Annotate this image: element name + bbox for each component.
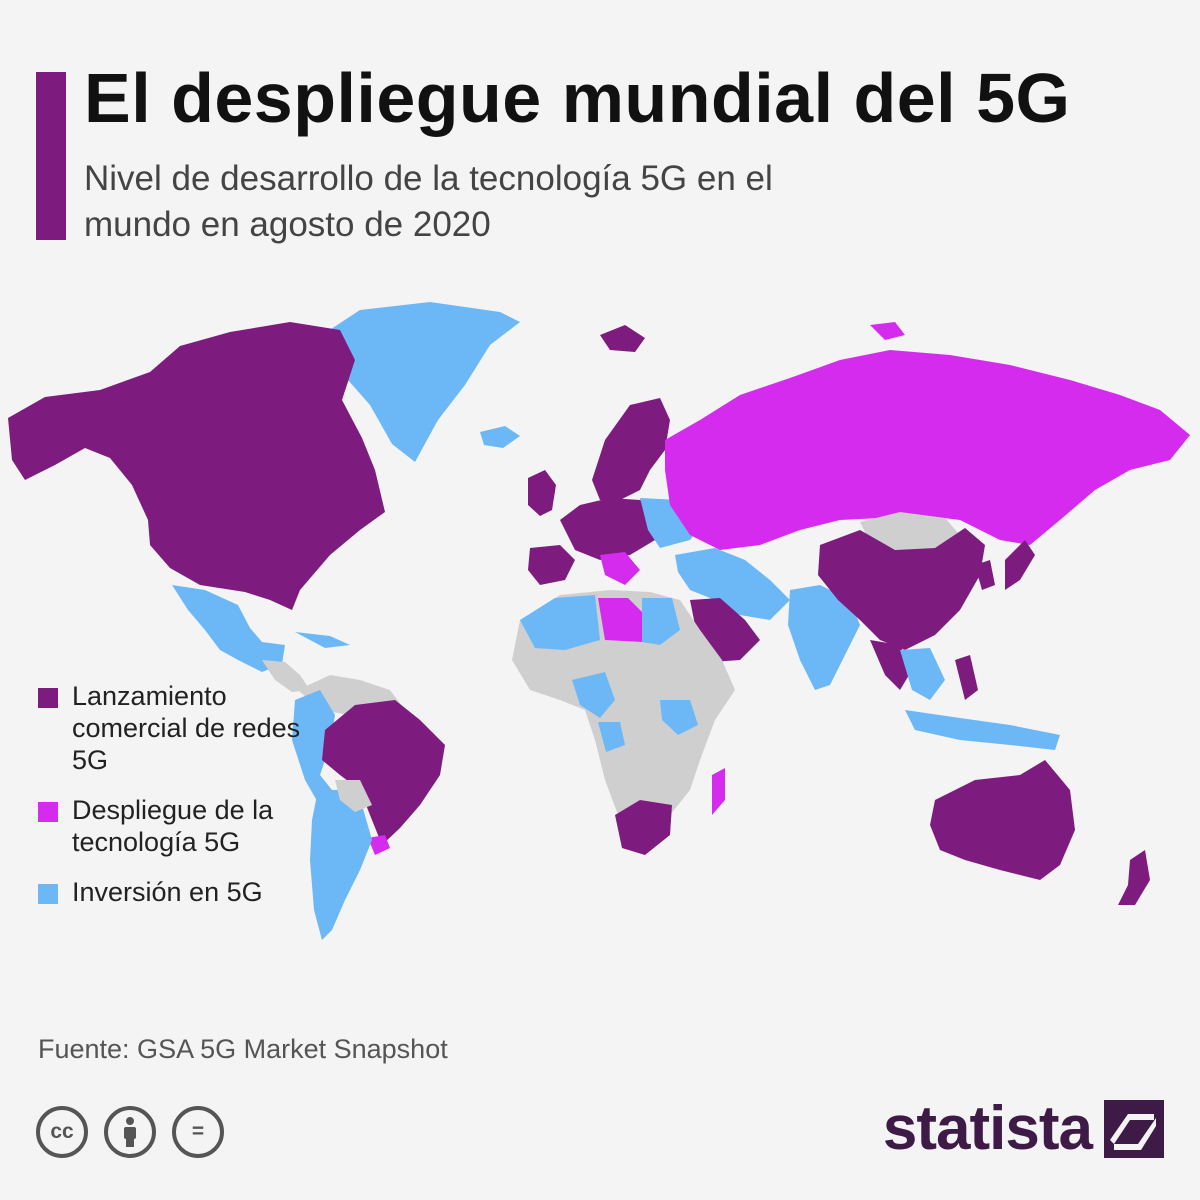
attribution-figure: [124, 1117, 136, 1147]
legend-item-investment: Inversión en 5G: [38, 876, 338, 908]
legend-swatch-investment: [38, 884, 58, 904]
region-west-africa: [572, 672, 615, 718]
region-southern-cone: [310, 790, 372, 940]
region-scandinavia: [592, 398, 670, 500]
region-central-america-none: [262, 660, 310, 692]
region-new-siberian-islands: [870, 322, 905, 340]
region-greenland: [322, 302, 520, 462]
region-brazil: [322, 700, 445, 845]
world-map: [8, 302, 1190, 940]
source-note: Fuente: GSA 5G Market Snapshot: [38, 1034, 448, 1064]
region-uruguay: [368, 835, 390, 855]
region-australia: [930, 760, 1075, 880]
region-china: [818, 528, 985, 650]
region-east-africa: [660, 700, 698, 735]
region-caribbean: [295, 632, 350, 648]
page-title: El despliegue mundial del 5G: [84, 59, 1071, 137]
attribution-icon[interactable]: [104, 1106, 156, 1158]
region-svalbard: [600, 325, 645, 352]
region-iceland: [480, 426, 520, 448]
brand-name: statista: [882, 1094, 1093, 1163]
map-legend: Lanzamiento comercial de redes 5G Despli…: [38, 680, 338, 926]
legend-item-commercial: Lanzamiento comercial de redes 5G: [38, 680, 338, 776]
region-middle-east: [675, 548, 790, 620]
region-north-africa: [520, 595, 600, 650]
region-mexico-central: [172, 585, 285, 672]
region-libya: [598, 598, 642, 642]
region-iberia: [528, 545, 575, 585]
region-uk-ireland: [528, 470, 556, 516]
region-korea: [975, 560, 995, 590]
region-central-africa: [598, 722, 625, 752]
region-russia: [665, 350, 1190, 550]
region-south-america-west: [292, 690, 340, 820]
legend-label-deployment: Despliegue de la tecnología 5G: [72, 795, 274, 857]
license-icons: cc =: [36, 1106, 224, 1158]
region-bolivia-paraguay: [335, 780, 372, 812]
legend-swatch-commercial: [38, 688, 58, 708]
region-indonesia: [905, 710, 1060, 750]
region-philippines: [955, 655, 978, 700]
region-north-america: [8, 322, 385, 610]
region-india: [788, 585, 860, 690]
region-europe-west: [560, 498, 660, 560]
title-accent-bar: [36, 72, 66, 240]
cc-icon-text: cc: [50, 1120, 74, 1143]
region-balkans: [600, 552, 640, 585]
legend-label-commercial: Lanzamiento comercial de redes 5G: [72, 681, 301, 775]
region-japan: [1005, 540, 1035, 590]
region-new-zealand: [1118, 850, 1150, 905]
region-mongolia: [860, 512, 960, 550]
legend-label-investment: Inversión en 5G: [72, 877, 263, 907]
region-africa: [512, 590, 735, 830]
brand-mark-icon: [1104, 1100, 1164, 1158]
cc-icon[interactable]: cc: [36, 1106, 88, 1158]
region-madagascar: [712, 768, 725, 815]
region-egypt: [642, 598, 680, 645]
brand-logo[interactable]: statista: [883, 1098, 1164, 1160]
nd-icon-text: =: [191, 1120, 205, 1143]
region-southeast-asia-investment: [900, 648, 945, 700]
legend-swatch-deployment: [38, 802, 58, 822]
legend-item-deployment: Despliegue de la tecnología 5G: [38, 794, 338, 858]
no-derivatives-icon[interactable]: =: [172, 1106, 224, 1158]
page-subtitle: Nivel de desarrollo de la tecnología 5G …: [84, 159, 773, 244]
region-south-africa: [615, 800, 672, 855]
